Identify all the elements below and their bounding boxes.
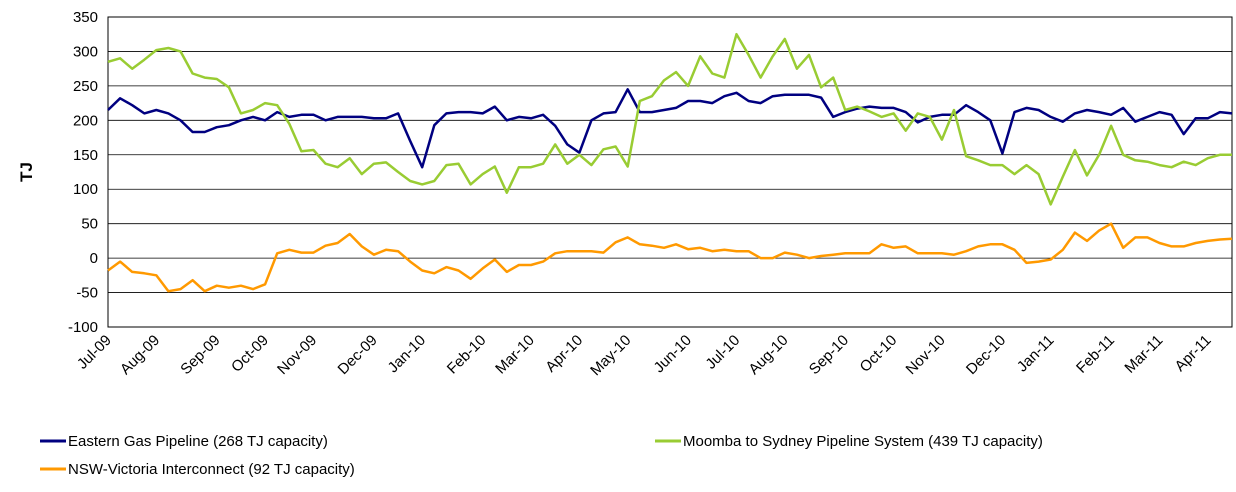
x-tick-label: Oct-10 — [857, 332, 901, 376]
x-tick-label: Jan-10 — [385, 332, 429, 376]
plot-frame — [107, 16, 1233, 328]
x-tick-label: Jan-11 — [1014, 332, 1058, 376]
x-tick-label: Oct-09 — [228, 332, 272, 376]
x-tick-label: Jul-09 — [74, 332, 115, 373]
legend-label: Eastern Gas Pipeline (268 TJ capacity) — [68, 433, 328, 450]
x-tick-label: Nov-09 — [274, 332, 320, 378]
legend-label: NSW-Victoria Interconnect (92 TJ capacit… — [68, 461, 355, 478]
y-tick-label: -100 — [68, 319, 98, 336]
y-axis-label: TJ — [17, 162, 36, 182]
x-tick-label: Apr-11 — [1172, 332, 1215, 375]
x-tick-label: Sep-09 — [177, 332, 223, 378]
y-tick-label: 200 — [73, 112, 98, 129]
x-tick-label: Sep-10 — [806, 332, 852, 378]
series-line — [107, 88, 1233, 169]
y-tick-label: 50 — [81, 216, 98, 233]
y-tick-label: 250 — [73, 78, 98, 95]
series-line — [107, 222, 1233, 293]
x-tick-label: Aug-09 — [117, 332, 163, 378]
x-tick-label: Mar-11 — [1121, 332, 1166, 377]
x-tick-label: Jun-10 — [650, 332, 694, 376]
y-tick-label: 350 — [73, 9, 98, 26]
y-tick-label: -50 — [76, 285, 98, 302]
x-tick-label: Apr-10 — [542, 332, 586, 376]
y-tick-label: 150 — [73, 147, 98, 164]
y-tick-label: 300 — [73, 43, 98, 60]
x-tick-label: Mar-10 — [492, 332, 538, 378]
x-tick-label: May-10 — [587, 332, 634, 379]
series-line — [107, 32, 1232, 206]
x-tick-label: Dec-09 — [335, 332, 381, 378]
x-tick-label: Nov-10 — [903, 332, 949, 378]
x-tick-label: Feb-10 — [444, 332, 490, 378]
x-tick-label: Feb-11 — [1073, 332, 1118, 377]
x-tick-label: Dec-10 — [963, 332, 1009, 378]
legend-label: Moomba to Sydney Pipeline System (439 TJ… — [683, 433, 1043, 450]
y-tick-label: 0 — [90, 250, 98, 267]
x-tick-label: Jul-10 — [702, 332, 743, 373]
y-tick-label: 100 — [73, 181, 98, 198]
x-tick-label: Aug-10 — [745, 332, 791, 378]
